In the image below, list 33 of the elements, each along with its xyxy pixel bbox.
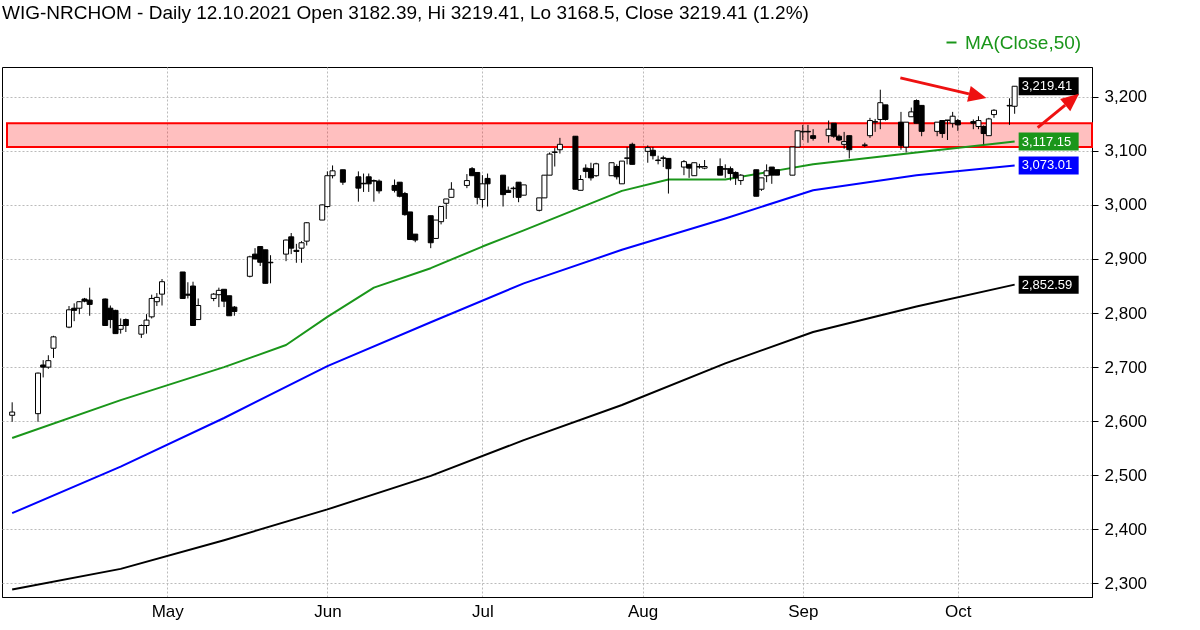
x-tick-label: Sep bbox=[788, 601, 819, 621]
y-tick-label: 3,000 bbox=[1104, 195, 1148, 215]
chart-title: WIG-NRCHOM - Daily 12.10.2021 Open 3182.39, Hi 3219.41, Lo 3168.5, Close 3219.41 (1.2%) bbox=[2, 2, 809, 23]
x-tick-label: Oct bbox=[945, 601, 972, 621]
candlestick bbox=[283, 239, 290, 262]
annotation: 3,117.15 bbox=[1021, 133, 1072, 149]
legend-label: MA(Close,50) bbox=[965, 31, 1082, 53]
y-tick-label: 2,700 bbox=[1104, 357, 1148, 377]
x-tick-label: Jun bbox=[314, 601, 342, 621]
line-series bbox=[11, 140, 1016, 439]
y-tick-label: 2,300 bbox=[1104, 573, 1148, 593]
candlestick bbox=[556, 137, 563, 155]
candlestick bbox=[655, 155, 662, 165]
candlestick bbox=[649, 146, 656, 160]
annotation: 3,219.41 bbox=[1021, 78, 1073, 94]
line-series bbox=[11, 164, 1016, 515]
x-tick-label: Aug bbox=[627, 601, 659, 621]
y-tick-label: 2,800 bbox=[1104, 303, 1148, 323]
annotation: 2,852.59 bbox=[1021, 276, 1073, 292]
candlestick bbox=[680, 159, 687, 176]
candlestick bbox=[355, 170, 362, 203]
y-tick-label: 2,400 bbox=[1104, 519, 1148, 539]
annotation: 3,073.01 bbox=[1021, 157, 1073, 173]
y-tick-label: 2,900 bbox=[1104, 249, 1148, 269]
candlestick bbox=[9, 401, 16, 423]
x-tick-label: May bbox=[151, 601, 185, 621]
y-tick-label: 3,200 bbox=[1104, 87, 1148, 107]
y-tick-label: 3,100 bbox=[1104, 141, 1148, 161]
y-tick-label: 2,600 bbox=[1104, 411, 1148, 431]
y-tick-label: 2,500 bbox=[1104, 465, 1148, 485]
candlestick bbox=[717, 157, 724, 176]
x-tick-label: Jul bbox=[472, 601, 494, 621]
line-series bbox=[11, 283, 1016, 591]
